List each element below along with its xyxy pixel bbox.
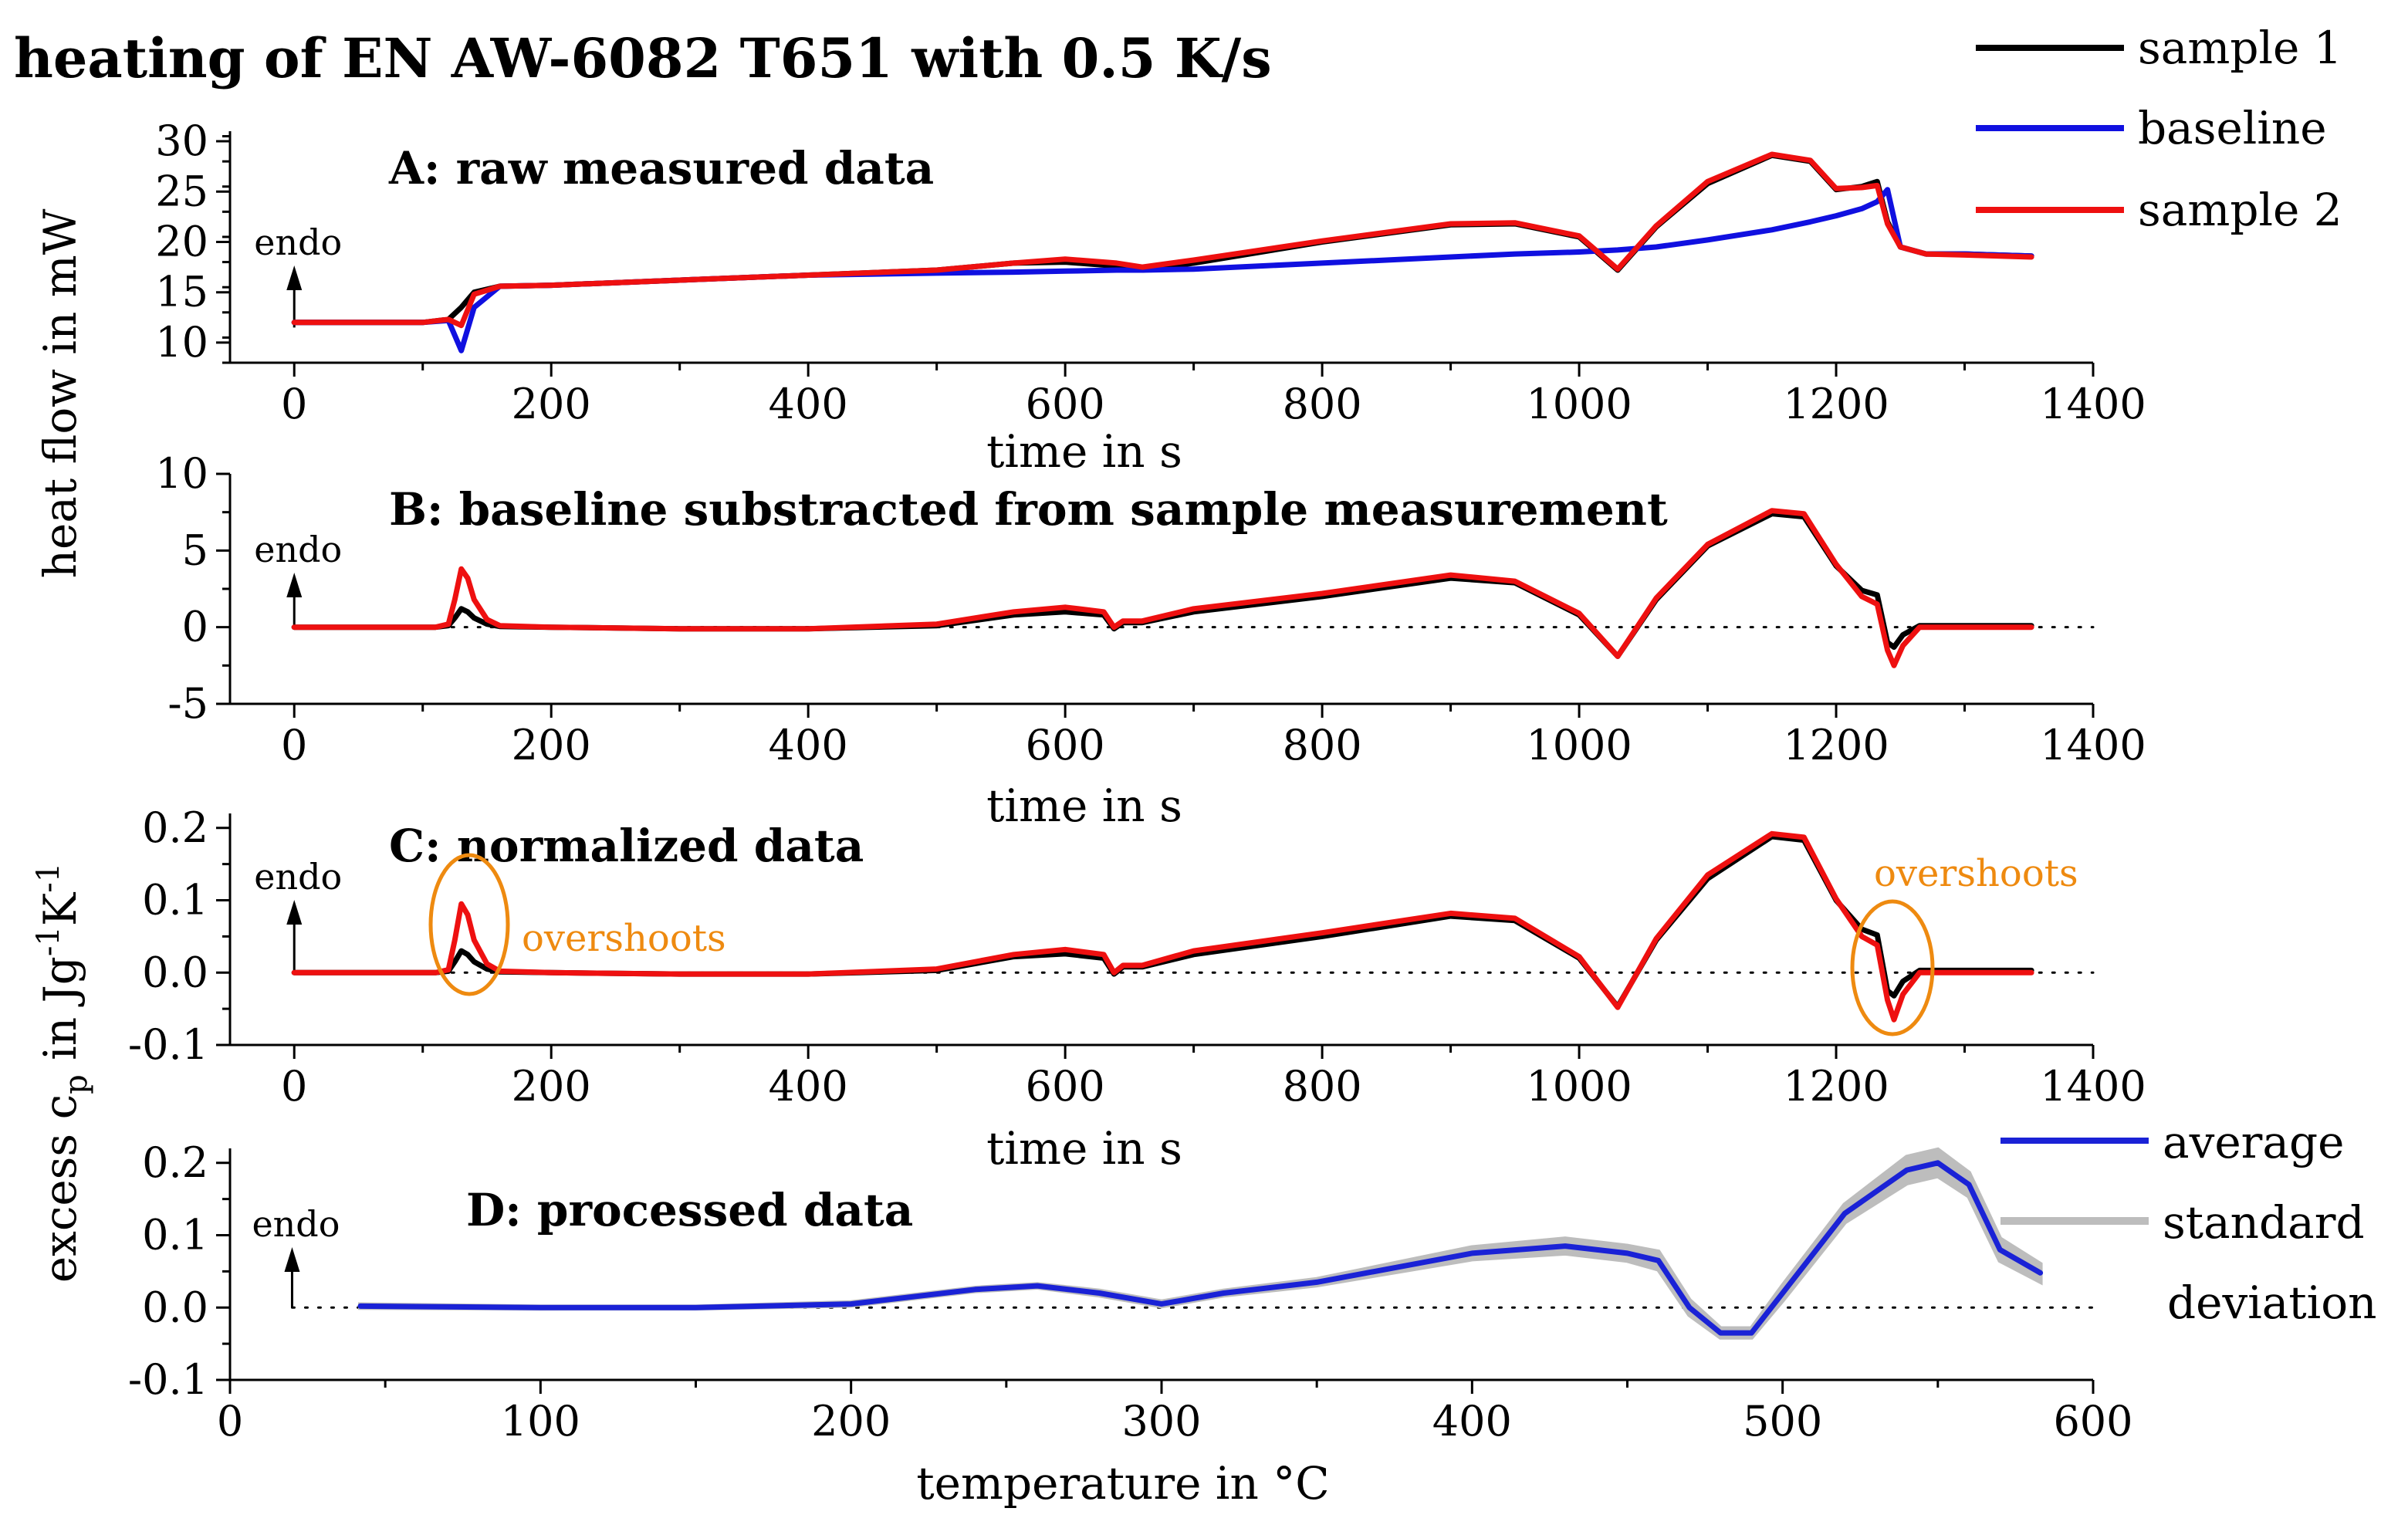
series-line-a-baseline: [291, 187, 2034, 353]
y-tick-label-c-3: 0.2: [142, 803, 208, 852]
y-tick-label-d-2: 0.1: [142, 1211, 208, 1260]
y-tick-label-a-1: 15: [155, 268, 208, 316]
legend-top: sample 1 baseline sample 2: [1976, 22, 2342, 236]
endo-label-a: endo: [254, 221, 342, 263]
x-tick-label-a-0: 0: [281, 380, 307, 428]
x-tick-label-d-6: 600: [2053, 1397, 2132, 1446]
y-tick-label-a-3: 25: [155, 167, 208, 215]
panel-b: 0 200 400 600 800 1000 1200 1400 -5 0 5 10 B: baseli…: [155, 449, 2146, 832]
y-tick-label-a-2: 20: [155, 217, 208, 265]
endo-arrow-head-c: [286, 900, 303, 925]
ylabel-excess-cp: excess cp in Jg-1K-1: [31, 863, 94, 1283]
y-tick-label-b-3: 10: [155, 449, 208, 498]
legend-label-baseline: baseline: [2138, 102, 2327, 154]
x-tick-label-a-7: 1400: [2040, 380, 2146, 428]
x-tick-label-a-4: 800: [1283, 380, 1362, 428]
y-tick-label-b-2: 5: [182, 526, 208, 574]
legend-label-average: average: [2163, 1116, 2344, 1168]
y-tick-label-a-0: 10: [155, 318, 208, 367]
legend-label-standard: standard: [2163, 1196, 2365, 1249]
x-axis-label-d: temperature in °C: [916, 1457, 1329, 1510]
y-tick-label-c-1: 0.0: [142, 948, 208, 996]
x-tick-label-c-1: 200: [512, 1062, 591, 1111]
x-tick-label-b-5: 1000: [1526, 721, 1632, 769]
panel-title-d: D: processed data: [466, 1184, 913, 1236]
panel-title-a: A: raw measured data: [388, 142, 934, 194]
figure-title: heating of EN AW-6082 T651 with 0.5 K/s: [14, 26, 1272, 90]
panel-title-b: B: baseline substracted from sample meas…: [389, 483, 1668, 536]
series-line-b-sample-2: [291, 508, 2034, 668]
ylabel-heat-flow: heat flow in mW: [34, 208, 86, 578]
x-tick-label-b-4: 800: [1283, 721, 1362, 769]
x-tick-label-d-5: 500: [1743, 1397, 1822, 1446]
x-tick-label-b-7: 1400: [2040, 721, 2146, 769]
y-tick-label-d-1: 0.0: [142, 1283, 208, 1331]
endo-arrow-head-d: [284, 1247, 300, 1272]
x-tick-label-c-3: 600: [1026, 1062, 1105, 1111]
y-tick-label-d-3: 0.2: [142, 1138, 208, 1187]
y-tick-label-c-2: 0.1: [142, 876, 208, 925]
x-tick-label-a-2: 400: [769, 380, 848, 428]
endo-label-b: endo: [254, 529, 342, 570]
ylabel-excess-cp-unit: in Jg: [34, 956, 86, 1074]
ylabel-excess-cp-subscript: p: [59, 1074, 94, 1094]
series-line-c-sample-2: [291, 830, 2034, 1023]
overshoot-ellipse-left: [428, 853, 510, 996]
x-tick-label-c-6: 1200: [1783, 1062, 1889, 1111]
x-tick-label-b-0: 0: [281, 721, 307, 769]
x-tick-label-d-1: 100: [501, 1397, 580, 1446]
x-tick-label-a-3: 600: [1026, 380, 1105, 428]
legend-label-sample-2: sample 2: [2138, 184, 2342, 236]
y-tick-label-b-0: -5: [167, 679, 208, 728]
endo-label-d: endo: [252, 1203, 340, 1245]
x-tick-label-a-5: 1000: [1526, 380, 1632, 428]
y-tick-label-b-1: 0: [182, 603, 208, 651]
overshoot-ellipse-right: [1850, 899, 1935, 1036]
legend-label-sample-1: sample 1: [2138, 22, 2342, 74]
x-tick-label-c-4: 800: [1283, 1062, 1362, 1111]
panel-title-c: C: normalized data: [389, 820, 864, 872]
overshoots-label-left: overshoots: [522, 917, 726, 960]
overshoots-label-right: overshoots: [1874, 852, 2078, 895]
x-tick-label-c-5: 1000: [1526, 1062, 1632, 1111]
x-tick-label-b-6: 1200: [1783, 721, 1889, 769]
ylabel-excess-cp-base: excess c: [34, 1094, 86, 1283]
x-tick-label-a-6: 1200: [1783, 380, 1889, 428]
x-tick-label-a-1: 200: [512, 380, 591, 428]
x-axis-label-b: time in s: [986, 779, 1182, 832]
y-tick-label-c-0: -0.1: [128, 1020, 208, 1069]
y-tick-label-a-4: 30: [155, 117, 208, 165]
panel-d: 0 100 200 300 400 500 600 -0.1 0.0 0.1 0.2 D: proce…: [128, 1138, 2133, 1510]
x-axis-label-c: time in s: [986, 1122, 1182, 1175]
series-line-a-sample-2: [291, 151, 2034, 329]
x-axis-label-a: time in s: [986, 425, 1182, 478]
ylabel-excess-cp-exp1: -1: [31, 926, 66, 956]
x-tick-label-d-0: 0: [217, 1397, 243, 1446]
endo-arrow-head-b: [286, 573, 303, 597]
series-line-d-average: [357, 1160, 2044, 1336]
panel-c: 0 200 400 600 800 1000 1200 1400 -0.1 0.0 0.1 0.2 C:…: [128, 803, 2146, 1175]
ylabel-excess-cp-k: K: [34, 891, 86, 926]
x-tick-label-c-2: 400: [769, 1062, 848, 1111]
endo-arrow-head-a: [286, 265, 303, 290]
x-tick-label-b-3: 600: [1026, 721, 1105, 769]
x-tick-label-c-7: 1400: [2040, 1062, 2146, 1111]
x-tick-label-b-2: 400: [769, 721, 848, 769]
legend-bottom: average standard deviation: [2000, 1116, 2376, 1329]
legend-label-deviation: deviation: [2167, 1276, 2376, 1329]
endo-label-c: endo: [254, 856, 342, 898]
x-tick-label-b-1: 200: [512, 721, 591, 769]
ylabel-excess-cp-exp2: -1: [31, 863, 66, 893]
x-tick-label-d-4: 400: [1432, 1397, 1512, 1446]
y-tick-label-d-0: -0.1: [128, 1355, 208, 1404]
x-tick-label-d-2: 200: [811, 1397, 891, 1446]
x-tick-label-c-0: 0: [281, 1062, 307, 1111]
x-tick-label-d-3: 300: [1121, 1397, 1201, 1446]
